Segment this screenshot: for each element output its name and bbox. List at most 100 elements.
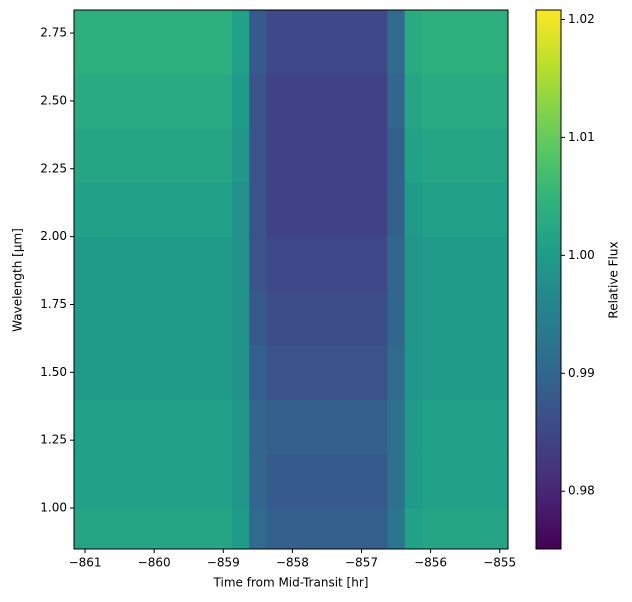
y-tick-label: 2.50 xyxy=(40,93,67,107)
heatmap-cell xyxy=(335,399,354,455)
heatmap-cell xyxy=(456,182,475,238)
heatmap-cell xyxy=(266,345,285,400)
heatmap-cell xyxy=(93,508,112,550)
plot-frame xyxy=(73,9,509,550)
heatmap-cell xyxy=(266,508,285,550)
y-tick-label: 1.00 xyxy=(40,501,67,515)
heatmap-cell xyxy=(370,508,388,550)
heatmap-cell xyxy=(473,182,492,238)
heatmap-cell xyxy=(301,345,319,400)
heatmap-cell xyxy=(249,182,267,238)
heatmap-cell xyxy=(421,73,440,129)
heatmap-cell xyxy=(491,73,509,129)
heatmap-cell xyxy=(249,508,267,550)
heatmap-cell xyxy=(318,10,337,75)
heatmap-cell xyxy=(439,236,458,292)
heatmap-cell xyxy=(74,290,95,346)
heatmap-cell xyxy=(162,345,181,400)
heatmap-cell xyxy=(145,128,164,183)
heatmap-cell xyxy=(74,10,95,75)
heatmap-cell xyxy=(491,10,509,75)
x-tick-label: −859 xyxy=(207,556,240,570)
heatmap-cell xyxy=(370,290,388,346)
heatmap-cell xyxy=(473,453,492,509)
heatmap-cell xyxy=(370,128,388,183)
heatmap-cell xyxy=(162,399,181,455)
heatmap-cell xyxy=(214,508,233,550)
heatmap-cell xyxy=(456,399,475,455)
heatmap-cell xyxy=(335,73,354,129)
heatmap-cell xyxy=(352,290,371,346)
heatmap-cell xyxy=(110,399,129,455)
colorbar-tick-label: 1.02 xyxy=(568,12,595,26)
heatmap-cell xyxy=(74,73,95,129)
heatmap-cell xyxy=(387,236,406,292)
heatmap-cell xyxy=(249,290,267,346)
heatmap-cell xyxy=(491,236,509,292)
heatmap-cell xyxy=(180,508,198,550)
heatmap-cell xyxy=(335,345,354,400)
heatmap-cell xyxy=(74,182,95,238)
heatmap-cell xyxy=(231,345,250,400)
heatmap-cell xyxy=(491,399,509,455)
heatmap-cell xyxy=(318,73,337,129)
heatmap-cell xyxy=(404,10,423,75)
heatmap-cell xyxy=(93,236,112,292)
heatmap-cell xyxy=(128,399,147,455)
heatmap-cell xyxy=(318,399,337,455)
heatmap-cell xyxy=(335,236,354,292)
heatmap-cell xyxy=(266,182,285,238)
heatmap-cell xyxy=(214,182,233,238)
x-tick-label: −856 xyxy=(414,556,447,570)
heatmap-cell xyxy=(93,399,112,455)
y-tick-label: 1.50 xyxy=(40,365,67,379)
heatmap-cell xyxy=(214,290,233,346)
heatmap-cell xyxy=(197,345,216,400)
heatmap-cell xyxy=(162,128,181,183)
colorbar-tick-label: 0.99 xyxy=(568,366,595,380)
y-tick-label: 2.75 xyxy=(40,26,67,40)
heatmap-cell xyxy=(145,399,164,455)
heatmap-cell xyxy=(145,10,164,75)
colorbar xyxy=(535,9,562,550)
heatmap-cell xyxy=(74,128,95,183)
heatmap-cell xyxy=(473,399,492,455)
heatmap-cell xyxy=(145,508,164,550)
heatmap-cell xyxy=(421,345,440,400)
heatmap-cell xyxy=(421,128,440,183)
heatmap-cell xyxy=(110,128,129,183)
heatmap-cell xyxy=(301,10,319,75)
heatmap-cell xyxy=(93,10,112,75)
heatmap-cell xyxy=(387,453,406,509)
heatmap-cell xyxy=(74,453,95,509)
heatmap-cell xyxy=(456,73,475,129)
heatmap-cell xyxy=(110,182,129,238)
heatmap-cell xyxy=(214,128,233,183)
heatmap-cell xyxy=(266,128,285,183)
heatmap-cell xyxy=(266,399,285,455)
heatmap-cell xyxy=(352,73,371,129)
heatmap-cell xyxy=(74,345,95,400)
heatmap-cell xyxy=(404,345,423,400)
heatmap-cell xyxy=(266,453,285,509)
heatmap-cell xyxy=(404,399,423,455)
heatmap-cell xyxy=(456,10,475,75)
heatmap-cell xyxy=(214,73,233,129)
heatmap-cell xyxy=(145,236,164,292)
heatmap-cell xyxy=(335,128,354,183)
heatmap-cell xyxy=(283,290,302,346)
heatmap-cell xyxy=(370,73,388,129)
heatmap-cell xyxy=(162,73,181,129)
heatmap-cell xyxy=(93,290,112,346)
heatmap-cell xyxy=(404,453,423,509)
heatmap-cell xyxy=(180,399,198,455)
heatmap-cell xyxy=(491,182,509,238)
heatmap-cell xyxy=(387,182,406,238)
heatmap-cell xyxy=(283,73,302,129)
x-tick-label: −858 xyxy=(276,556,309,570)
heatmap-cell xyxy=(93,73,112,129)
heatmap-cell xyxy=(162,236,181,292)
heatmap-cell xyxy=(421,10,440,75)
heatmap-cell xyxy=(352,10,371,75)
heatmap-cell xyxy=(421,290,440,346)
